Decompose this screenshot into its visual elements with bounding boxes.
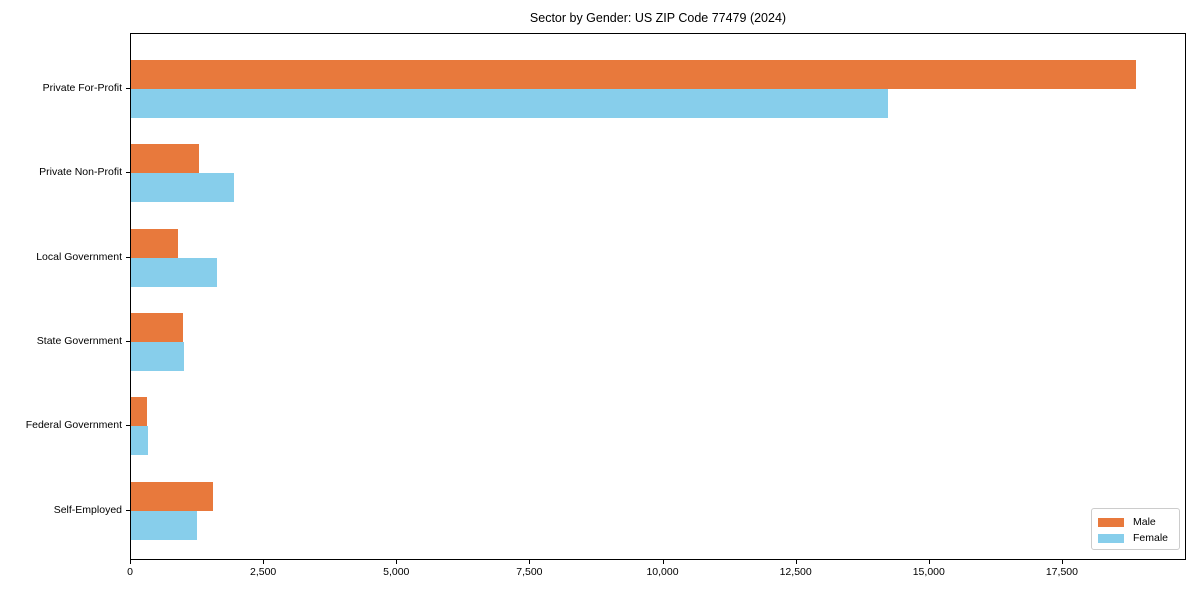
x-tick-mark	[795, 560, 797, 564]
x-tick-label-0: 0	[127, 566, 133, 578]
y-tick-label-state-government: State Government	[36, 334, 122, 347]
x-tick-mark	[396, 560, 398, 564]
x-tick-label-2500: 2,500	[249, 566, 277, 578]
x-tick-label-5000: 5,000	[383, 566, 410, 578]
y-tick-label-federal-government: Federal Government	[25, 419, 122, 432]
x-tick-label-10000: 10,000	[646, 566, 679, 578]
bar-female-local-government	[131, 257, 217, 287]
legend-label-male: Male	[1133, 515, 1156, 528]
y-tick-label-self-employed: Self-Employed	[53, 503, 122, 516]
y-tick-label-private-non-profit: Private Non-Profit	[39, 166, 122, 179]
chart-title: Sector by Gender: US ZIP Code 77479 (202…	[529, 11, 787, 25]
legend: Male Female	[1091, 508, 1180, 550]
y-tick-mark	[126, 88, 130, 89]
bar-male-private-non-profit	[131, 144, 199, 174]
x-tick-mark	[529, 560, 531, 564]
legend-label-female: Female	[1133, 531, 1169, 544]
bar-male-state-government	[131, 312, 183, 342]
bar-female-federal-government	[131, 426, 148, 456]
legend-swatch-female	[1098, 533, 1124, 543]
x-tick-label-12500: 12,500	[779, 566, 812, 578]
bar-male-self-employed	[131, 481, 213, 511]
legend-entry-female: Female	[1098, 530, 1179, 546]
x-tick-mark	[263, 560, 265, 564]
bar-female-state-government	[131, 341, 184, 371]
y-tick-mark	[126, 425, 130, 427]
y-tick-label-private-for-profit: Private For-Profit	[42, 82, 122, 94]
y-tick-mark	[126, 256, 130, 258]
x-tick-mark	[130, 560, 131, 564]
x-tick-mark	[1061, 560, 1063, 564]
x-tick-label-17500: 17,500	[1045, 566, 1078, 578]
bar-male-federal-government	[131, 397, 147, 427]
plot-area	[130, 33, 1186, 560]
legend-swatch-male	[1098, 517, 1124, 527]
bar-female-self-employed	[131, 510, 197, 540]
x-tick-label-15000: 15,000	[912, 566, 945, 578]
y-tick-mark	[126, 340, 130, 342]
bar-male-local-government	[131, 228, 178, 258]
y-tick-mark	[126, 172, 130, 174]
bar-female-private-for-profit	[131, 89, 888, 118]
bar-male-private-for-profit	[131, 60, 1136, 89]
x-tick-mark	[928, 560, 930, 564]
bar-female-private-non-profit	[131, 173, 234, 203]
y-tick-label-local-government: Local Government	[36, 250, 122, 263]
legend-entry-male: Male	[1098, 514, 1179, 530]
x-tick-mark	[662, 560, 664, 564]
x-tick-label-7500: 7,500	[516, 566, 543, 578]
y-tick-mark	[126, 509, 130, 511]
